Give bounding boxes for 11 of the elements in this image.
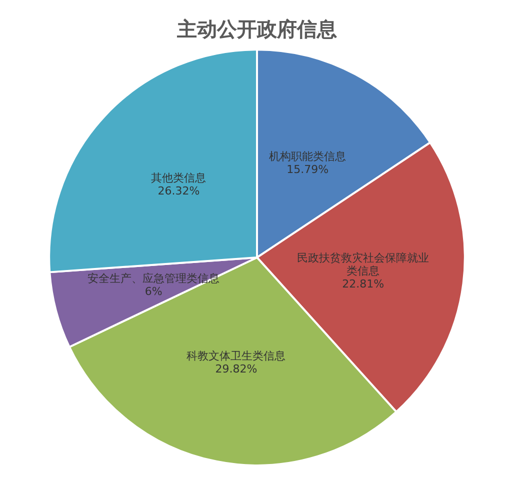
- slice-label: 民政扶贫救灾社会保障就业类信息: [297, 251, 430, 278]
- slice-label: 安全生产、应急管理类信息: [88, 272, 220, 285]
- data-label: 6%: [144, 284, 162, 298]
- slice-label: 机构职能类信息: [269, 150, 346, 164]
- data-label: 15.79%: [286, 163, 329, 176]
- slice-label: 科教文体卫生类信息: [186, 349, 286, 362]
- data-label: 29.82%: [215, 362, 258, 376]
- chart-title: 主动公开政府信息: [176, 17, 337, 41]
- slice-label: 其他类信息: [151, 172, 206, 185]
- data-label: 22.81%: [342, 277, 384, 290]
- data-label: 26.32%: [158, 184, 200, 198]
